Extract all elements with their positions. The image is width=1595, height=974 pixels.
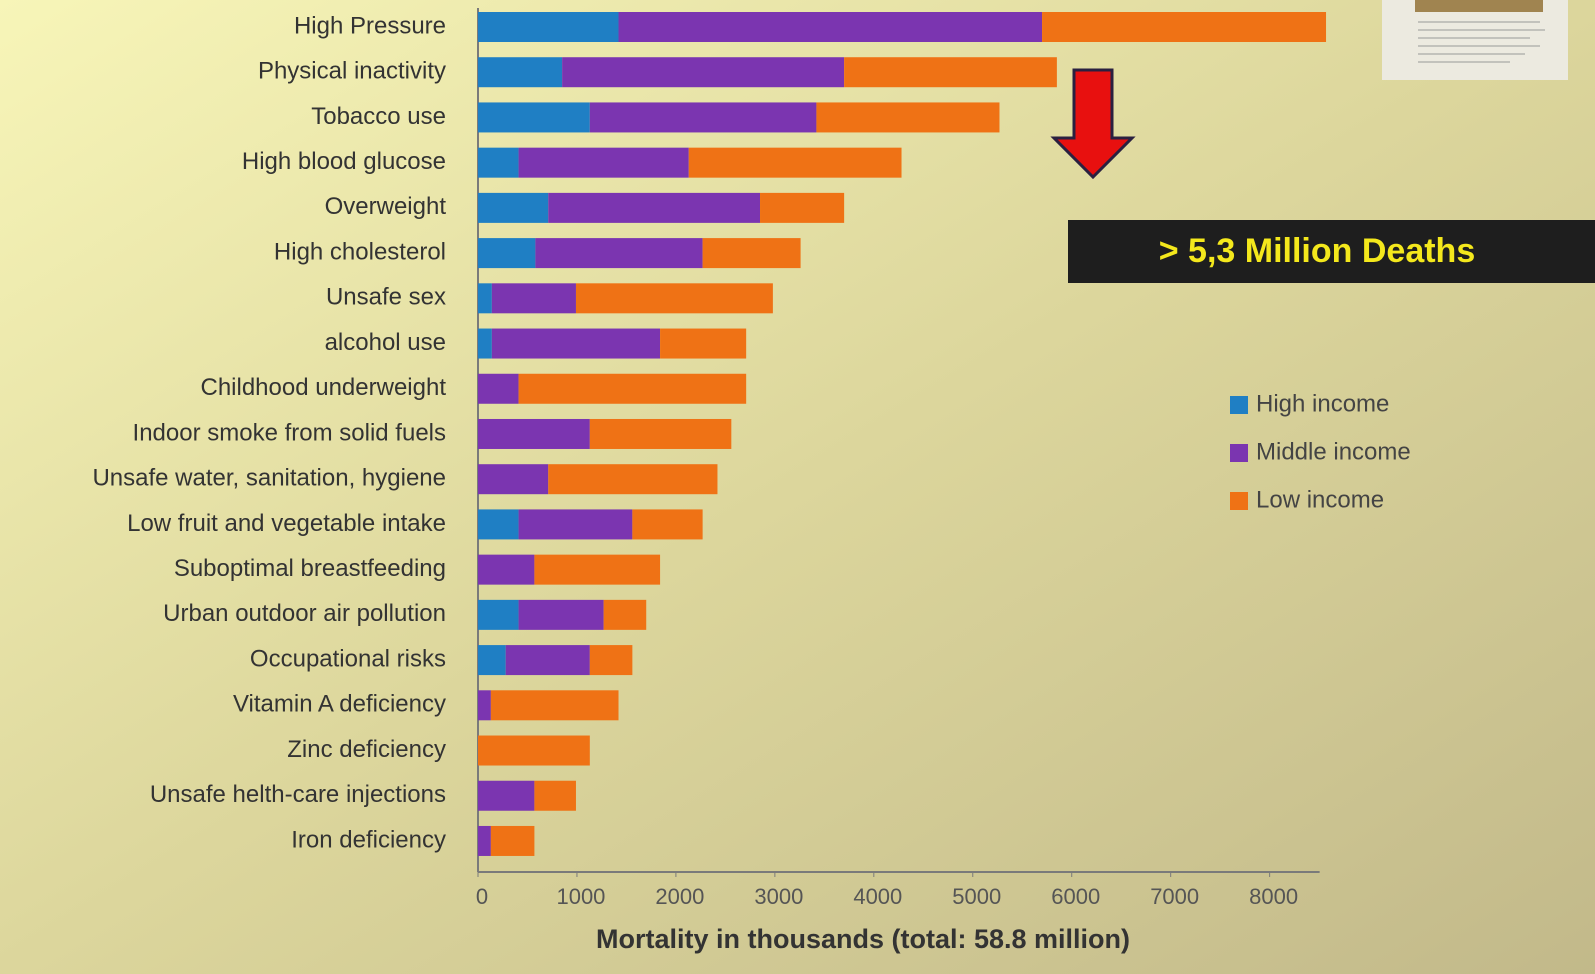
y-tick-label: Physical inactivity xyxy=(258,58,446,85)
bar-segment xyxy=(478,509,519,540)
x-tick-label: 0 xyxy=(476,884,488,909)
bar-segment xyxy=(490,690,619,721)
annotation: > 5,3 Million Deaths xyxy=(1159,232,1475,270)
bar-segment xyxy=(816,102,1000,133)
bar-segment xyxy=(478,12,619,42)
bar-segment xyxy=(478,735,590,766)
y-tick-label: Iron deficiency xyxy=(291,826,446,853)
bar-segment xyxy=(478,373,519,404)
bar-segment xyxy=(688,147,902,178)
bar-segment xyxy=(518,509,633,540)
bar-segment xyxy=(632,509,703,540)
y-tick-label: High Pressure xyxy=(294,12,446,39)
legend-swatch xyxy=(1230,444,1248,462)
bar-segment xyxy=(534,780,576,811)
bar-segment xyxy=(478,238,536,269)
bar-segment xyxy=(490,825,535,856)
bar-segment xyxy=(518,147,689,178)
bar-segment xyxy=(478,147,519,178)
legend-swatch xyxy=(1230,396,1248,414)
y-tick-label: Unsafe water, sanitation, hygiene xyxy=(92,465,446,492)
y-tick-label: Suboptimal breastfeeding xyxy=(174,555,446,582)
bar-segment xyxy=(478,825,491,856)
bar-segment xyxy=(478,599,519,630)
bar-segment xyxy=(478,554,535,585)
y-tick-label: High blood glucose xyxy=(242,148,446,175)
bar-segment xyxy=(548,464,718,495)
thumbnail xyxy=(1382,0,1568,80)
bar-segment xyxy=(760,192,845,223)
y-tick-label: Tobacco use xyxy=(311,103,446,130)
y-tick-label: Unsafe helth-care injections xyxy=(150,781,446,808)
y-tick-label: Childhood underweight xyxy=(200,374,446,401)
bar-segment xyxy=(518,599,604,630)
bar-segment xyxy=(478,464,549,495)
x-tick-label: 4000 xyxy=(853,884,902,909)
bar-segment xyxy=(478,102,590,133)
y-tick-label: Urban outdoor air pollution xyxy=(163,600,446,627)
x-tick-label: 5000 xyxy=(952,884,1001,909)
bar-segment xyxy=(589,645,633,676)
bar-segment xyxy=(535,238,703,269)
y-tick-label: alcohol use xyxy=(325,329,446,356)
x-tick-label: 8000 xyxy=(1249,884,1298,909)
bar-segment xyxy=(478,418,590,449)
y-tick-label: Low fruit and vegetable intake xyxy=(127,510,446,537)
x-tick-label: 3000 xyxy=(754,884,803,909)
bar-segment xyxy=(478,192,549,223)
bar-segment xyxy=(478,283,492,314)
bar-segment xyxy=(491,283,576,314)
y-tick-label: Overweight xyxy=(325,193,447,220)
y-tick-label: Zinc deficiency xyxy=(287,736,446,763)
y-tick-label: Occupational risks xyxy=(250,645,446,672)
arrow xyxy=(1050,68,1136,180)
bar-segment xyxy=(603,599,647,630)
bar-segment xyxy=(575,283,773,314)
bar-segment xyxy=(844,57,1057,88)
bar-segment xyxy=(518,373,747,404)
bar-segment xyxy=(702,238,801,269)
bar-segment xyxy=(618,12,1043,42)
x-tick-label: 6000 xyxy=(1051,884,1100,909)
bar-segment xyxy=(589,102,817,133)
y-tick-label: Unsafe sex xyxy=(326,284,446,311)
y-tick-label: Indoor smoke from solid fuels xyxy=(133,419,446,446)
bar-segment xyxy=(589,418,732,449)
bar-segment xyxy=(478,328,492,359)
legend-label: Middle income xyxy=(1256,438,1411,465)
x-tick-label: 1000 xyxy=(556,884,605,909)
bar-segment xyxy=(478,57,563,88)
bar-segment xyxy=(660,328,747,359)
bar-segment xyxy=(478,690,491,721)
bar-segment xyxy=(505,645,590,676)
y-tick-label: Vitamin A deficiency xyxy=(233,691,446,718)
x-tick-label: 2000 xyxy=(655,884,704,909)
bar-segment xyxy=(491,328,661,359)
legend-swatch xyxy=(1230,492,1248,510)
bar-segment xyxy=(548,192,761,223)
y-tick-label: High cholesterol xyxy=(274,238,446,265)
bar-segment xyxy=(1042,12,1327,42)
x-axis-title: Mortality in thousands (total: 58.8 mill… xyxy=(596,924,1130,954)
x-tick-label: 7000 xyxy=(1150,884,1199,909)
bar-segment xyxy=(534,554,661,585)
bar-segment xyxy=(562,57,845,88)
legend-label: Low income xyxy=(1256,486,1384,513)
annotation-box xyxy=(1068,220,1595,283)
bar-segment xyxy=(478,645,506,676)
legend-label: High income xyxy=(1256,390,1389,417)
bar-segment xyxy=(478,780,535,811)
